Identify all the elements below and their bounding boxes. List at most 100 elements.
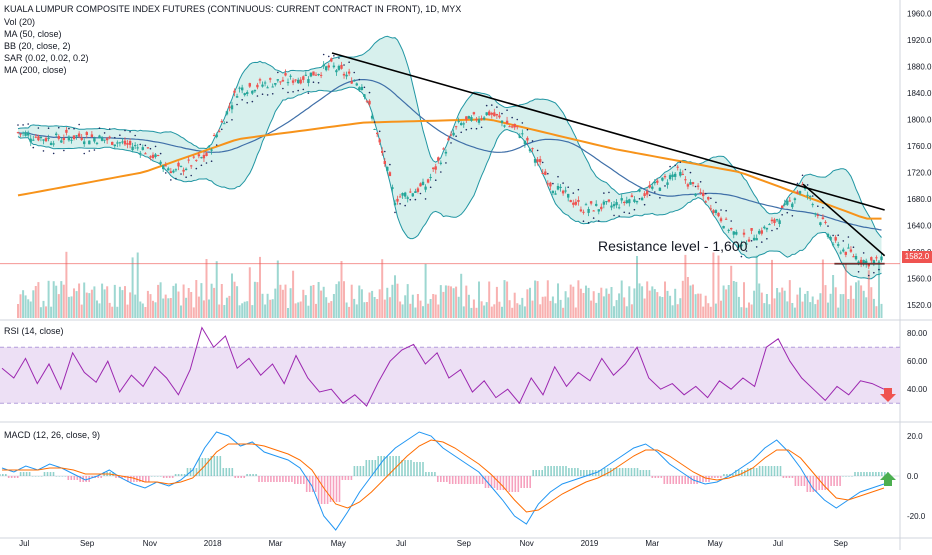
candle-body — [737, 244, 741, 248]
candle-body — [149, 156, 152, 158]
macd-histogram-bar — [139, 476, 141, 482]
sar-dot — [526, 128, 529, 131]
sar-dot — [440, 171, 442, 173]
sar-dot — [832, 234, 834, 237]
candle-body — [345, 74, 348, 77]
macd-histogram-bar — [869, 472, 871, 476]
sar-dot — [190, 174, 193, 177]
candle-body — [574, 201, 577, 205]
macd-histogram-bar — [73, 476, 76, 480]
sar-dot — [455, 135, 457, 137]
candle-body — [103, 139, 106, 141]
volume-bar — [202, 300, 205, 318]
macd-histogram-bar — [603, 468, 606, 476]
candle-body — [139, 152, 142, 154]
candle-body — [29, 138, 32, 143]
volume-bar — [205, 259, 208, 318]
volume-bar — [378, 289, 381, 318]
volume-bar — [837, 307, 840, 318]
sar-dot — [806, 184, 809, 186]
volume-bar — [720, 300, 722, 318]
volume-bar — [169, 298, 172, 318]
volume-bar — [388, 297, 391, 318]
volume-bar — [793, 307, 796, 318]
volume-bar — [666, 290, 669, 318]
macd-histogram-bar — [487, 476, 490, 488]
volume-bar — [562, 307, 565, 318]
sar-dot — [363, 86, 366, 89]
volume-bar — [343, 281, 345, 318]
macd-histogram-bar — [207, 458, 210, 476]
sar-dot — [88, 150, 91, 152]
sar-dot — [292, 91, 294, 93]
candle-body — [742, 232, 746, 235]
candle-body — [337, 65, 341, 70]
candle-body — [607, 199, 611, 202]
time-tick-label: Nov — [520, 539, 534, 548]
macd-histogram-bar — [475, 476, 478, 484]
volume-bar — [32, 290, 35, 318]
sar-dot — [205, 162, 208, 164]
sar-dot — [750, 240, 753, 242]
macd-histogram-bar — [386, 456, 388, 476]
volume-bar — [350, 284, 353, 318]
candle-body — [763, 226, 766, 229]
volume-bar — [297, 302, 300, 318]
candle-body — [595, 203, 598, 206]
sar-dot — [83, 152, 86, 155]
macd-histogram-bar — [586, 470, 588, 476]
macd-histogram-bar — [508, 476, 511, 492]
candle-body — [500, 120, 504, 123]
macd-histogram-bar — [842, 476, 844, 477]
macd-histogram-bar — [851, 476, 853, 477]
macd-histogram-bar — [639, 470, 642, 476]
candle-body — [829, 237, 832, 240]
candle-body — [220, 121, 223, 123]
candle-body — [472, 112, 476, 115]
macd-histogram-bar — [413, 462, 415, 476]
volume-bar — [511, 307, 514, 318]
candle-body — [628, 199, 631, 204]
candle-body — [752, 237, 756, 241]
macd-histogram-bar — [291, 476, 293, 482]
sar-dot — [628, 212, 631, 214]
macd-histogram-bar — [264, 476, 266, 482]
sar-dot — [383, 150, 386, 153]
macd-histogram-bar — [824, 476, 826, 490]
sar-dot — [373, 121, 376, 123]
candle-body — [179, 165, 183, 167]
macd-histogram-bar — [493, 476, 496, 488]
volume-bar — [506, 281, 509, 318]
volume-bar — [57, 294, 60, 318]
macd-histogram-bar — [657, 476, 660, 478]
candle-body — [144, 153, 147, 155]
candle-body — [80, 137, 83, 140]
candle-body — [786, 200, 789, 205]
volume-bar — [605, 288, 608, 318]
price-tick-label: 1880.0 — [907, 62, 932, 71]
volume-bar — [312, 285, 315, 318]
macd-histogram-bar — [67, 476, 70, 480]
macd-tick-label: -20.0 — [907, 512, 926, 521]
candle-body — [531, 148, 534, 150]
sar-dot — [302, 88, 305, 91]
sar-dot — [17, 124, 19, 126]
volume-bar — [442, 291, 445, 318]
candle-body — [207, 146, 211, 148]
sar-dot — [113, 136, 116, 139]
volume-bar — [636, 256, 638, 318]
candle-body — [314, 74, 318, 76]
volume-bar — [658, 296, 661, 318]
macd-histogram-bar — [770, 466, 773, 476]
volume-bar — [399, 301, 402, 318]
sar-dot — [817, 205, 819, 207]
macd-histogram-bar — [550, 466, 552, 476]
macd-histogram-bar — [192, 468, 195, 476]
macd-histogram-bar — [797, 476, 800, 486]
macd-histogram-bar — [383, 456, 385, 476]
macd-histogram-bar — [356, 466, 359, 476]
macd-histogram-bar — [699, 476, 701, 482]
candle-body — [719, 218, 723, 222]
macd-histogram-bar — [827, 476, 829, 490]
volume-bar — [648, 290, 651, 318]
